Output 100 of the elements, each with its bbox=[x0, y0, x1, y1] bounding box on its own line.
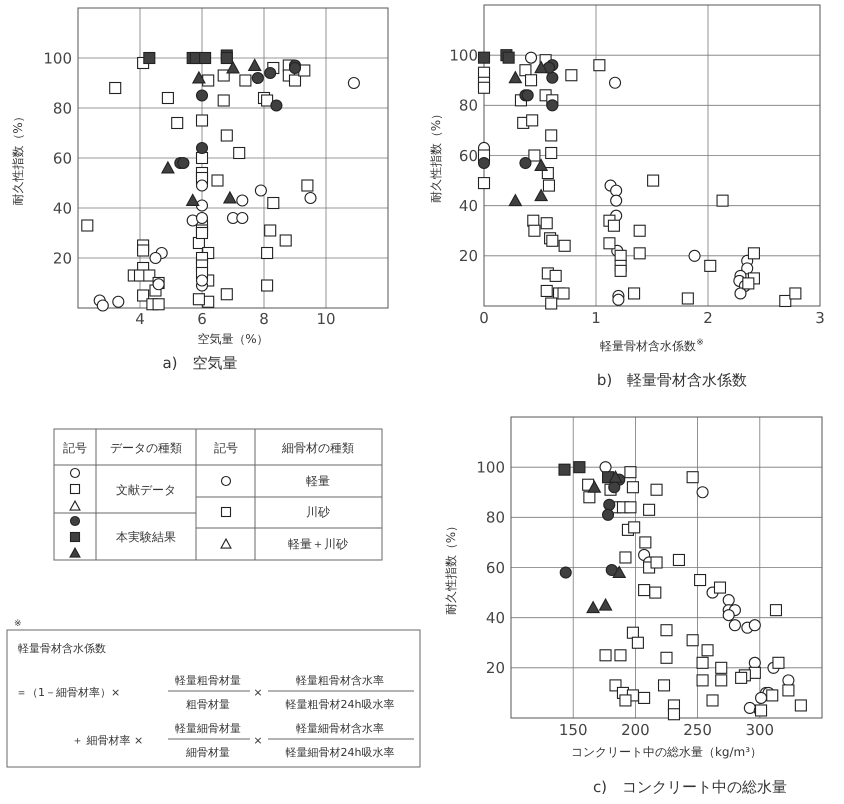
point bbox=[196, 152, 208, 164]
point bbox=[137, 244, 150, 257]
point bbox=[686, 471, 699, 484]
point bbox=[546, 72, 558, 84]
text: b) 軽量骨材含水係数 bbox=[596, 371, 748, 389]
y-tick-label: 80 bbox=[458, 96, 478, 115]
point bbox=[624, 466, 636, 478]
text: 記号 bbox=[214, 441, 238, 455]
text: × bbox=[253, 686, 263, 699]
point bbox=[96, 299, 109, 312]
point bbox=[602, 508, 614, 521]
point bbox=[304, 192, 317, 204]
point bbox=[782, 684, 794, 696]
point bbox=[735, 672, 748, 684]
y-tick-label: 20 bbox=[486, 659, 505, 678]
point bbox=[226, 61, 240, 74]
x-tick-label: 2 bbox=[703, 309, 713, 327]
point bbox=[634, 247, 646, 260]
point bbox=[638, 584, 650, 596]
point bbox=[748, 619, 761, 632]
point bbox=[647, 174, 660, 187]
point bbox=[545, 129, 558, 142]
point bbox=[137, 289, 150, 302]
point bbox=[220, 288, 233, 300]
point bbox=[593, 59, 606, 72]
text: c) コンクリート中の総水量 bbox=[592, 778, 788, 796]
y-tick-label: 60 bbox=[52, 149, 72, 168]
point bbox=[714, 582, 726, 594]
x-tick-label: 150 bbox=[558, 721, 588, 739]
point bbox=[766, 689, 778, 702]
text: 文献データ bbox=[116, 483, 176, 497]
point bbox=[524, 52, 538, 64]
point bbox=[211, 174, 224, 187]
text: 川砂 bbox=[306, 505, 330, 519]
point bbox=[534, 158, 548, 172]
point bbox=[658, 679, 670, 692]
text: a) 空気量 bbox=[162, 354, 238, 372]
text: 軽量 bbox=[306, 474, 330, 488]
point bbox=[573, 461, 586, 474]
point bbox=[264, 66, 276, 80]
point bbox=[612, 294, 624, 306]
point bbox=[557, 287, 570, 300]
x-tick-label: 200 bbox=[621, 721, 650, 739]
text: 軽量粗骨材24h吸水率 bbox=[286, 698, 394, 711]
point bbox=[288, 62, 302, 74]
point bbox=[628, 521, 640, 534]
point bbox=[668, 708, 680, 720]
point bbox=[588, 480, 601, 493]
x-tick-label: 250 bbox=[683, 721, 712, 739]
point bbox=[202, 74, 214, 87]
point bbox=[619, 551, 632, 564]
point bbox=[161, 161, 174, 174]
text: 軽量細骨材含水率 bbox=[296, 722, 384, 735]
point bbox=[715, 674, 728, 686]
point bbox=[252, 72, 264, 84]
text: 細骨材の種類 bbox=[281, 441, 354, 455]
point bbox=[254, 184, 267, 197]
point bbox=[177, 156, 190, 170]
point bbox=[239, 74, 252, 87]
point bbox=[196, 226, 208, 240]
point bbox=[626, 626, 639, 639]
point bbox=[196, 89, 208, 102]
point bbox=[706, 694, 719, 706]
point bbox=[715, 662, 728, 674]
point bbox=[722, 609, 735, 622]
y-tick-label: 100 bbox=[43, 49, 72, 68]
point bbox=[519, 156, 532, 170]
point bbox=[558, 240, 571, 252]
y-axis-title: 耐久性指数（%） bbox=[444, 520, 458, 616]
text: 軽量細骨材24h吸水率 bbox=[286, 746, 394, 759]
point bbox=[794, 699, 807, 712]
point bbox=[560, 566, 572, 579]
point bbox=[220, 129, 233, 142]
point bbox=[143, 269, 156, 282]
point bbox=[152, 298, 165, 310]
point bbox=[545, 297, 558, 310]
point bbox=[261, 94, 274, 107]
point bbox=[109, 82, 122, 94]
point bbox=[192, 71, 206, 84]
text: データの種類 bbox=[110, 441, 182, 455]
y-tick-label: 60 bbox=[458, 146, 478, 165]
point bbox=[643, 504, 656, 516]
point bbox=[632, 636, 644, 649]
point bbox=[236, 194, 248, 207]
x-tick-label: 300 bbox=[745, 721, 774, 739]
y-tick-label: 20 bbox=[52, 249, 72, 268]
point bbox=[534, 61, 548, 74]
point bbox=[610, 184, 622, 197]
point bbox=[583, 491, 596, 504]
text: 本実験結果 bbox=[116, 530, 176, 544]
y-tick-label: 80 bbox=[52, 99, 72, 118]
point bbox=[301, 179, 314, 192]
point bbox=[270, 99, 282, 112]
point bbox=[696, 656, 709, 669]
y-tick-label: 100 bbox=[476, 458, 505, 476]
text: ※ bbox=[14, 619, 22, 629]
point bbox=[628, 287, 640, 300]
point bbox=[660, 624, 673, 636]
point bbox=[508, 71, 522, 84]
point bbox=[599, 649, 612, 662]
